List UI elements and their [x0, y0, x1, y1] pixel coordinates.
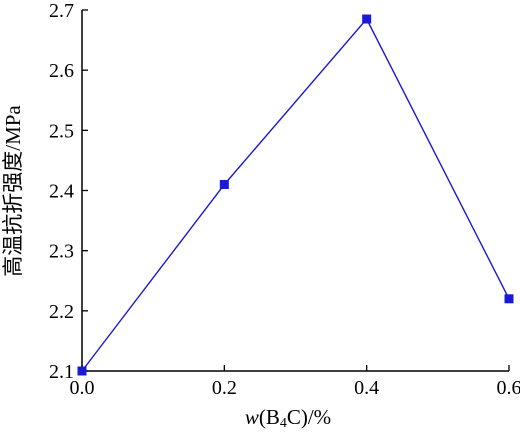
- x-axis-title-close: C)/%: [287, 405, 331, 429]
- x-tick-label: 0.6: [497, 377, 520, 399]
- data-point-marker: [77, 366, 87, 376]
- y-tick-label: 2.4: [49, 181, 74, 203]
- x-axis-title-prefix: w: [245, 405, 259, 429]
- x-tick-label: 0.4: [354, 377, 379, 399]
- y-tick-label: 2.7: [49, 0, 74, 22]
- y-tick-label: 2.1: [49, 361, 74, 383]
- x-tick-label: 0.0: [70, 377, 95, 399]
- y-axis-title: 高温抗折强度/MPa: [1, 105, 25, 277]
- data-point-marker: [219, 179, 229, 189]
- y-tick-label: 2.6: [49, 60, 74, 82]
- x-axis-title-subscript: 4: [280, 416, 287, 431]
- data-point-marker: [362, 14, 372, 24]
- data-point-marker: [504, 294, 514, 304]
- y-ticks: 2.1 2.2 2.3 2.4 2.5 2.6 2.7: [49, 0, 88, 383]
- x-axis-title: w(B4C)/%: [245, 405, 331, 431]
- x-ticks: 0.0 0.2 0.4 0.6: [70, 365, 520, 399]
- y-tick-label: 2.2: [49, 301, 74, 323]
- y-tick-label: 2.5: [49, 120, 74, 142]
- series-line: [81, 17, 510, 372]
- x-tick-label: 0.2: [212, 377, 237, 399]
- axes: [81, 10, 509, 372]
- x-axis-title-open: (B: [259, 405, 280, 429]
- y-tick-label: 2.3: [49, 241, 74, 263]
- series-group: [77, 14, 514, 376]
